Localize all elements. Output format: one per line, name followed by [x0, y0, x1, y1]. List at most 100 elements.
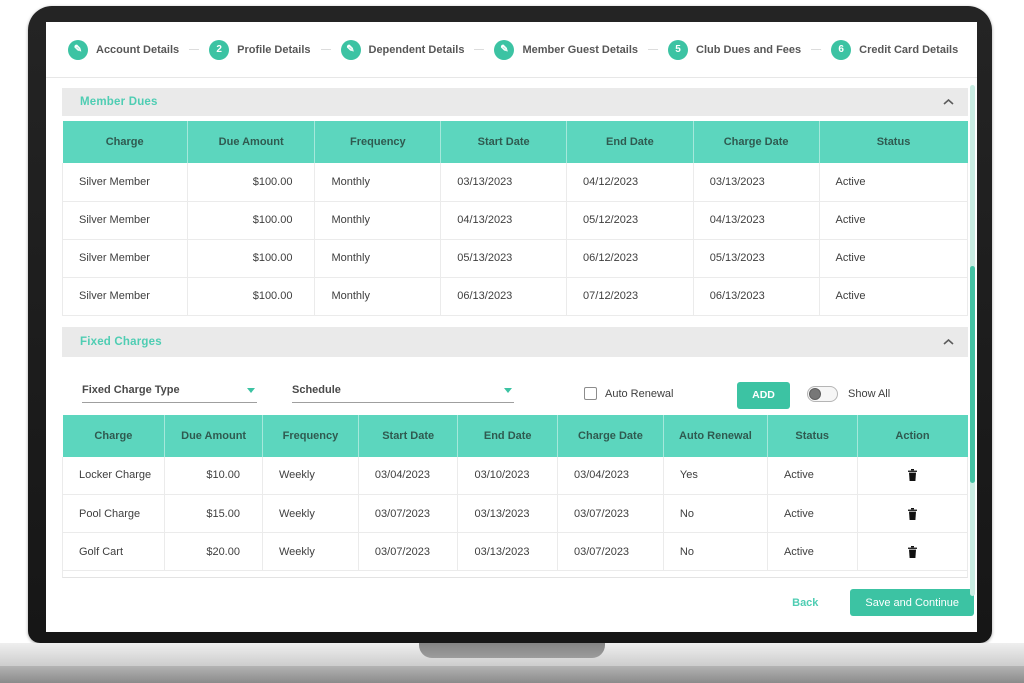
- cell-start-date: 03/13/2023: [440, 163, 568, 202]
- add-button[interactable]: ADD: [737, 381, 790, 409]
- step-number-badge: 5: [668, 39, 689, 60]
- cell-end-date: 07/12/2023: [566, 277, 694, 316]
- delete-trash-icon[interactable]: [907, 469, 917, 482]
- cell-charge-date: 03/07/2023: [557, 494, 664, 533]
- column-header-status: Status: [767, 414, 858, 457]
- cell-start-date: 03/04/2023: [357, 456, 459, 495]
- app-screen: ✎ Account Details 2 Profile Details ✎ De…: [46, 22, 977, 632]
- member-dues-header-row: Charge Due Amount Frequency Start Date E…: [62, 121, 968, 163]
- vertical-scrollbar-thumb[interactable]: [970, 266, 975, 483]
- cell-action: [856, 532, 969, 571]
- cell-charge: Silver Member: [62, 239, 188, 278]
- cell-charge-date: 05/13/2023: [692, 239, 820, 278]
- show-all-label: Show All: [848, 387, 891, 400]
- step-connector: [320, 49, 331, 50]
- member-dues-table: Charge Due Amount Frequency Start Date E…: [62, 121, 968, 316]
- chevron-down-icon: [247, 387, 255, 393]
- schedule-value: Schedule: [292, 384, 341, 396]
- cell-auto-renewal: No: [662, 494, 768, 533]
- cell-due-amount: $20.00: [164, 532, 263, 571]
- member-dues-title: Member Dues: [80, 96, 158, 108]
- step-credit-card-details[interactable]: 6 Credit Card Details: [831, 39, 958, 60]
- cell-due-amount: $15.00: [164, 494, 263, 533]
- fixed-charges-controls: Fixed Charge Type Schedule Auto Renewal …: [62, 357, 968, 415]
- cell-due-amount: $100.00: [186, 163, 316, 202]
- fixed-charges-header-row: Charge Due Amount Frequency Start Date E…: [62, 414, 968, 457]
- cell-end-date: 04/12/2023: [566, 163, 694, 202]
- step-label: Account Details: [96, 43, 180, 56]
- fixed-charges-section-header[interactable]: Fixed Charges: [62, 326, 968, 357]
- column-header-status: Status: [819, 121, 968, 163]
- column-header-charge-date: Charge Date: [693, 121, 820, 163]
- back-button[interactable]: Back: [792, 596, 819, 609]
- fixed-charges-table: Charge Due Amount Frequency Start Date E…: [61, 414, 969, 571]
- cell-start-date: 03/07/2023: [357, 532, 459, 571]
- clipped-table-row: [62, 571, 968, 578]
- column-header-end-date: End Date: [457, 414, 558, 457]
- cell-start-date: 04/13/2023: [440, 201, 568, 240]
- chevron-up-icon[interactable]: [943, 338, 954, 345]
- cell-start-date: 05/13/2023: [440, 239, 568, 278]
- delete-trash-icon[interactable]: [907, 545, 917, 558]
- step-label: Club Dues and Fees: [696, 43, 802, 56]
- step-member-guest-details[interactable]: ✎ Member Guest Details: [494, 39, 638, 60]
- cell-due-amount: $100.00: [186, 239, 316, 278]
- cell-action: [856, 494, 969, 533]
- column-header-auto-renewal: Auto Renewal: [663, 414, 768, 457]
- laptop-base-edge: [0, 666, 1024, 683]
- chevron-up-icon[interactable]: [943, 99, 954, 105]
- cell-frequency: Weekly: [261, 494, 359, 533]
- cell-end-date: 03/13/2023: [457, 494, 558, 533]
- member-dues-row: Silver Member $100.00 Monthly 05/13/2023…: [62, 239, 968, 278]
- step-profile-details[interactable]: 2 Profile Details: [209, 39, 311, 60]
- cell-due-amount: $10.00: [164, 456, 263, 495]
- cell-due-amount: $100.00: [186, 201, 316, 240]
- cell-frequency: Monthly: [314, 239, 442, 278]
- save-and-continue-button[interactable]: Save and Continue: [850, 589, 974, 616]
- cell-status: Active: [766, 494, 858, 533]
- schedule-select[interactable]: Schedule: [292, 379, 514, 403]
- cell-end-date: 05/12/2023: [566, 201, 694, 240]
- fixed-charge-type-value: Fixed Charge Type: [82, 384, 180, 396]
- step-dependent-details[interactable]: ✎ Dependent Details: [340, 39, 465, 60]
- cell-start-date: 06/13/2023: [440, 277, 568, 316]
- cell-due-amount: $100.00: [186, 277, 316, 316]
- show-all-toggle[interactable]: [807, 385, 838, 402]
- cell-end-date: 03/10/2023: [457, 456, 558, 495]
- column-header-start-date: Start Date: [440, 121, 568, 163]
- step-connector: [474, 49, 485, 50]
- cell-status: Active: [818, 239, 968, 278]
- page-content: Member Dues Charge Due Amount Frequency …: [46, 78, 977, 578]
- step-club-dues-and-fees[interactable]: 5 Club Dues and Fees: [668, 39, 802, 60]
- member-dues-section-header[interactable]: Member Dues: [62, 88, 968, 116]
- cell-status: Active: [818, 277, 968, 316]
- fixed-charges-row: Golf Cart $20.00 Weekly 03/07/2023 03/13…: [61, 532, 969, 571]
- cell-frequency: Weekly: [261, 456, 359, 495]
- step-connector: [189, 49, 200, 50]
- edit-pencil-icon: ✎: [68, 39, 88, 60]
- member-dues-row: Silver Member $100.00 Monthly 06/13/2023…: [62, 277, 968, 316]
- step-number-badge: 6: [831, 39, 852, 60]
- column-header-action: Action: [857, 414, 968, 457]
- step-label: Dependent Details: [368, 43, 465, 56]
- wizard-stepper: ✎ Account Details 2 Profile Details ✎ De…: [46, 22, 977, 78]
- cell-auto-renewal: No: [662, 532, 768, 571]
- cell-charge-date: 06/13/2023: [692, 277, 820, 316]
- step-account-details[interactable]: ✎ Account Details: [68, 39, 180, 60]
- column-header-frequency: Frequency: [314, 121, 442, 163]
- column-header-start-date: Start Date: [358, 414, 459, 457]
- fixed-charges-row: Pool Charge $15.00 Weekly 03/07/2023 03/…: [61, 494, 969, 533]
- cell-status: Active: [818, 201, 968, 240]
- cell-charge-date: 03/13/2023: [692, 163, 820, 202]
- step-label: Profile Details: [237, 43, 311, 56]
- member-dues-row: Silver Member $100.00 Monthly 04/13/2023…: [62, 201, 968, 240]
- vertical-scrollbar-track[interactable]: [970, 85, 975, 596]
- fixed-charge-type-select[interactable]: Fixed Charge Type: [82, 379, 257, 403]
- delete-trash-icon[interactable]: [907, 507, 917, 520]
- cell-action: [856, 456, 969, 495]
- auto-renewal-checkbox[interactable]: [584, 386, 597, 400]
- step-connector: [648, 49, 659, 50]
- laptop-notch: [419, 643, 605, 658]
- auto-renewal-label: Auto Renewal: [605, 387, 674, 400]
